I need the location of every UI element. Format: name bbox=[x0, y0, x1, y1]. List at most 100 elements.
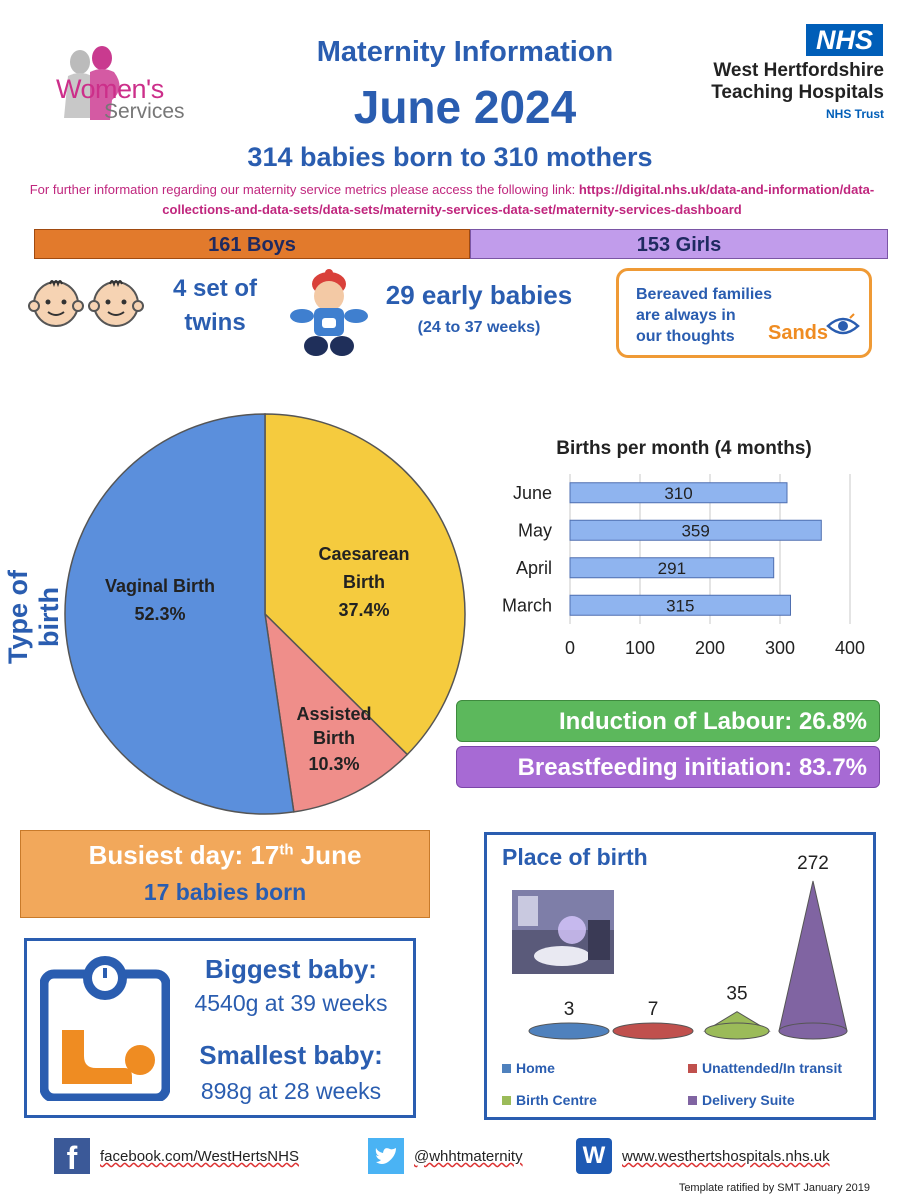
girls-bar: 153 Girls bbox=[470, 229, 888, 259]
cone-base bbox=[704, 1022, 770, 1040]
boys-bar: 161 Boys bbox=[34, 229, 470, 259]
womens-services-logo bbox=[64, 46, 120, 120]
x-tick-label: 0 bbox=[565, 638, 575, 658]
pie-label-vaginal: Vaginal Birth 52.3% bbox=[105, 576, 215, 624]
pie-label-caesarean: Caesarean Birth 37.4% bbox=[318, 544, 409, 620]
trust-name-line2: Teaching Hospitals bbox=[711, 82, 884, 103]
busiest-day: Busiest day: 17th June bbox=[20, 840, 430, 871]
smallest-baby-label: Smallest baby: bbox=[199, 1040, 383, 1070]
bar-chart-title: Births per month (4 months) bbox=[556, 438, 811, 459]
twins-line1: 4 set of bbox=[172, 275, 258, 302]
delivery-room-photo bbox=[512, 890, 614, 974]
womens-services-title: Women's bbox=[56, 74, 164, 104]
facebook-icon[interactable]: f bbox=[54, 1138, 90, 1176]
pie-slice-assisted-birth bbox=[263, 611, 409, 813]
legend-birth-centre-label: Birth Centre bbox=[516, 1092, 597, 1108]
bereaved-line1: Bereaved families bbox=[636, 286, 773, 303]
bar-category-may: May bbox=[518, 520, 552, 540]
bereaved-line2: are always in bbox=[636, 307, 736, 324]
twins-line2: twins bbox=[184, 309, 246, 336]
bereaved-families-text: Bereaved families are always in our thou… bbox=[636, 284, 806, 347]
legend-birth-centre-swatch bbox=[502, 1096, 511, 1105]
dashboard-link[interactable]: https://digital.nhs.uk/data-and-informat… bbox=[162, 182, 875, 217]
pie-slice-caesarean-birth bbox=[264, 413, 466, 756]
bar-value-april: 291 bbox=[658, 559, 686, 578]
bereaved-line3: our thoughts bbox=[636, 328, 735, 345]
cone-value-home: 3 bbox=[564, 999, 575, 1020]
cone-base bbox=[528, 1022, 610, 1040]
headline-births: 314 babies born to 310 mothers bbox=[247, 142, 653, 172]
cone-delivery-suite bbox=[778, 880, 848, 1032]
trust-name-line1: West Hertfordshire bbox=[713, 60, 884, 81]
bar-category-march: March bbox=[502, 595, 552, 615]
busiest-day-prefix: Busiest day: 17 bbox=[88, 840, 280, 870]
busiest-day-sup: th bbox=[279, 841, 294, 859]
smallest-baby-value: 898g at 28 weeks bbox=[200, 1078, 382, 1104]
twitter-link[interactable]: @whhtmaternity bbox=[414, 1148, 523, 1165]
x-tick-label: 200 bbox=[695, 638, 725, 658]
cone-value-birth-centre: 35 bbox=[726, 984, 747, 1005]
info-text: For further information regarding our ma… bbox=[29, 182, 579, 197]
busiest-day-box bbox=[20, 830, 430, 918]
cone-base bbox=[612, 1022, 694, 1040]
bar-june bbox=[569, 482, 788, 504]
baby-size-box bbox=[24, 938, 416, 1118]
bar-value-june: 310 bbox=[664, 484, 692, 503]
bar-value-may: 359 bbox=[681, 521, 709, 540]
template-note: Template ratified by SMT January 2019 bbox=[678, 1182, 870, 1194]
legend-unattended-swatch bbox=[688, 1064, 697, 1073]
page-period: June 2024 bbox=[353, 81, 577, 133]
bar-april bbox=[569, 557, 775, 579]
legend-delivery-suite-label: Delivery Suite bbox=[702, 1092, 795, 1108]
cone-value-unattended-in-transit: 7 bbox=[648, 999, 659, 1020]
early-babies-range: (24 to 37 weeks) bbox=[417, 319, 541, 336]
place-of-birth-box bbox=[484, 832, 876, 1120]
legend-home-swatch bbox=[502, 1064, 511, 1073]
info-paragraph: For further information regarding our ma… bbox=[12, 180, 892, 220]
legend-birth-centre: Birth Centre bbox=[502, 1092, 597, 1108]
early-baby-icon bbox=[290, 269, 368, 356]
bar-value-march: 315 bbox=[666, 596, 694, 615]
page-title: Maternity Information bbox=[316, 36, 614, 68]
legend-home: Home bbox=[502, 1060, 555, 1076]
legend-delivery-suite-swatch bbox=[688, 1096, 697, 1105]
bar-march bbox=[569, 594, 791, 616]
trust-name-line3: NHS Trust bbox=[825, 107, 884, 121]
bar-category-april: April bbox=[516, 558, 552, 578]
legend-delivery-suite: Delivery Suite bbox=[688, 1092, 795, 1108]
bar-category-june: June bbox=[513, 483, 552, 503]
biggest-baby-value: 4540g at 39 weeks bbox=[194, 990, 388, 1016]
pie-slice-vaginal-birth bbox=[64, 413, 295, 815]
place-of-birth-cone-chart: 3 7 35 272 bbox=[528, 853, 848, 1040]
x-tick-label: 300 bbox=[765, 638, 795, 658]
cone-value-delivery-suite: 272 bbox=[797, 853, 829, 874]
website-link[interactable]: www.westhertshospitals.nhs.uk bbox=[622, 1148, 830, 1165]
legend-home-label: Home bbox=[516, 1060, 555, 1076]
bereaved-families-box bbox=[616, 268, 872, 358]
busiest-day-month: June bbox=[293, 840, 362, 870]
place-of-birth-title: Place of birth bbox=[502, 844, 648, 870]
breastfeeding-initiation-kpi: Breastfeeding initiation: 83.7% bbox=[456, 746, 880, 788]
trust-name: West Hertfordshire Teaching Hospitals bbox=[640, 60, 884, 104]
pie-label-assisted: Assisted Birth 10.3% bbox=[296, 704, 371, 774]
x-tick-label: 100 bbox=[625, 638, 655, 658]
sands-logo: Sands bbox=[768, 322, 829, 344]
baby-scale-icon bbox=[40, 956, 170, 1101]
twitter-icon[interactable] bbox=[368, 1138, 404, 1174]
website-icon[interactable]: W bbox=[576, 1138, 612, 1174]
facebook-link[interactable]: facebook.com/WestHertsNHS bbox=[100, 1148, 299, 1165]
legend-unattended-label: Unattended/In transit bbox=[702, 1060, 843, 1076]
sands-eye-icon bbox=[826, 313, 860, 335]
biggest-baby-label: Biggest baby: bbox=[205, 954, 377, 984]
early-babies-count: 29 early babies bbox=[385, 280, 573, 310]
births-per-month-chart: Births per month (4 months) 310 359 291 315… bbox=[502, 438, 865, 658]
legend-unattended: Unattended/In transit bbox=[688, 1060, 842, 1076]
cone-base bbox=[778, 1022, 848, 1040]
nhs-logo: NHS bbox=[806, 24, 883, 56]
x-tick-label: 400 bbox=[835, 638, 865, 658]
bar-may bbox=[569, 519, 822, 541]
type-of-birth-pie-chart: Vaginal Birth 52.3% Caesarean Birth 37.4% A… bbox=[64, 413, 466, 815]
busiest-day-babies: 17 babies born bbox=[143, 879, 307, 905]
womens-services-subtitle: Services bbox=[104, 100, 185, 123]
induction-of-labour-kpi: Induction of Labour: 26.8% bbox=[456, 700, 880, 742]
